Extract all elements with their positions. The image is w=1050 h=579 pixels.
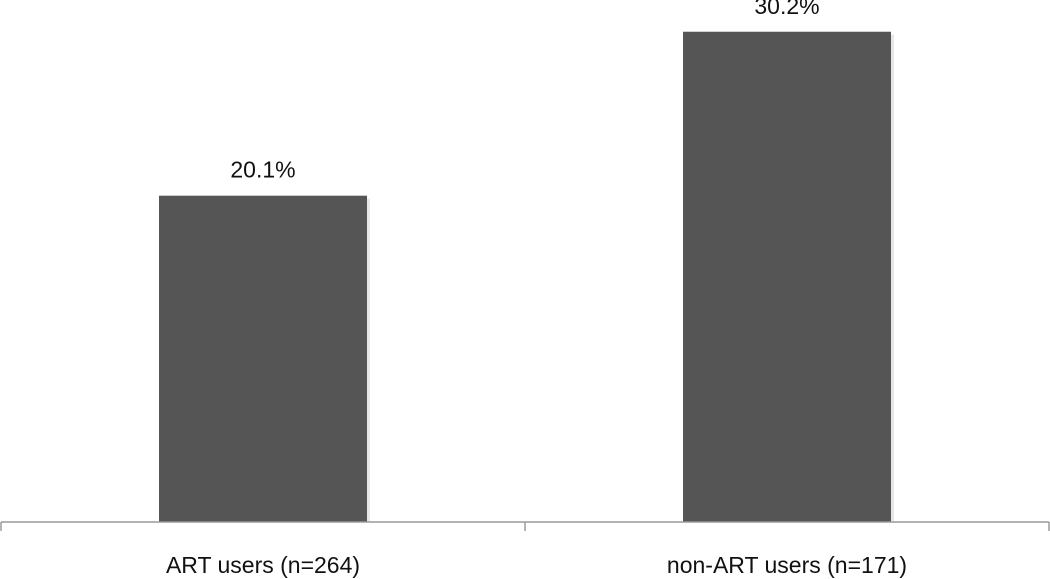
bar-1	[159, 195, 367, 522]
bar-2	[683, 31, 891, 522]
data-label-2: 30.2%	[754, 0, 819, 19]
x-tick-label-1: ART users (n=264)	[166, 552, 360, 578]
x-axis-tick-labels: ART users (n=264) non-ART users (n=171)	[166, 552, 907, 578]
x-tick-label-2: non-ART users (n=171)	[667, 552, 907, 578]
data-labels: 20.1% 30.2%	[230, 0, 819, 183]
bars	[159, 31, 891, 522]
data-label-1: 20.1%	[230, 157, 295, 183]
x-axis-ticks	[0, 522, 1050, 531]
